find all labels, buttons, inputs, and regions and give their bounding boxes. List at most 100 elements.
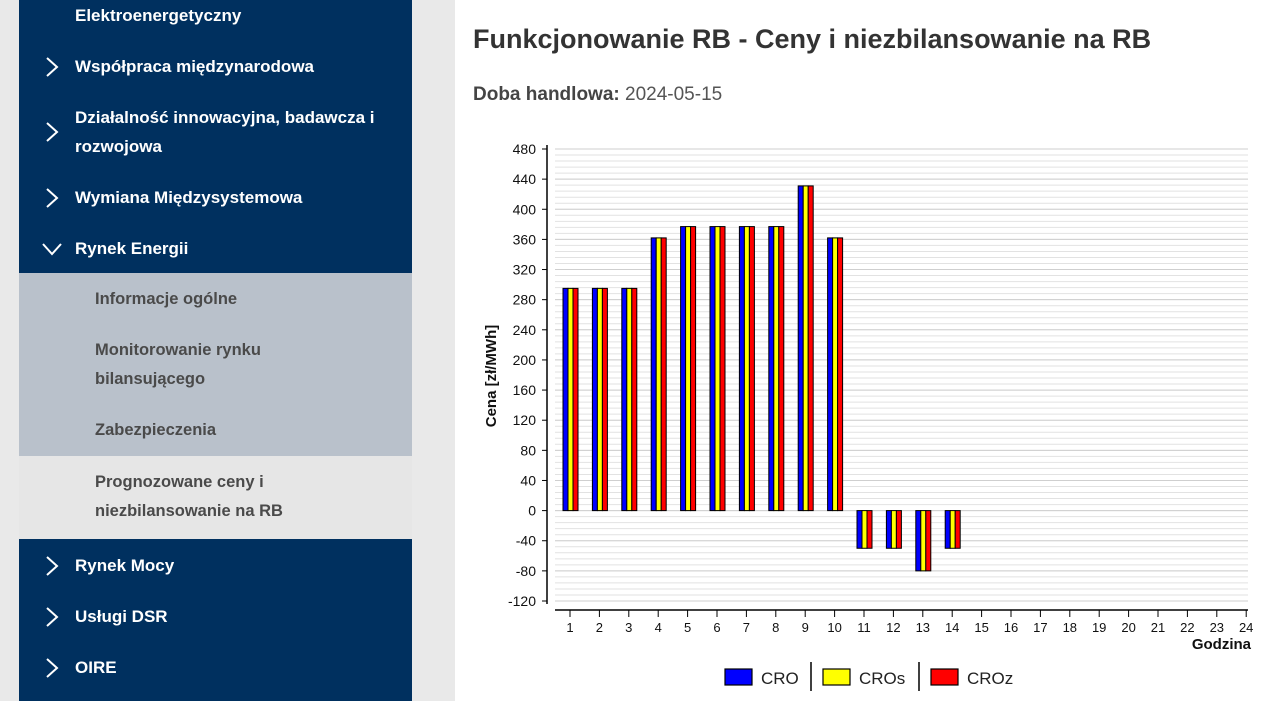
bar-cro — [562, 287, 569, 512]
y-tick-label: 400 — [513, 201, 537, 217]
y-tick-label: 120 — [513, 412, 537, 428]
bar-cro — [591, 287, 598, 512]
x-tick-label: 3 — [625, 620, 632, 635]
x-tick-label: 8 — [772, 620, 779, 635]
submenu-item-prognozowane[interactable]: Prognozowane ceny i niezbilansowanie na … — [95, 473, 283, 520]
bar-cro — [621, 287, 628, 512]
legend-swatch-cro — [724, 668, 753, 686]
bar-cros — [802, 185, 809, 512]
x-tick-label: 7 — [743, 620, 750, 635]
sidebar: Elektroenergetyczny Współpraca międzynar… — [19, 0, 412, 701]
nav-item-label: Rynek Energii — [75, 239, 189, 258]
y-tick-label: -80 — [516, 563, 536, 579]
x-tick-label: 9 — [802, 620, 809, 635]
legend-label-croz: CROz — [967, 669, 1013, 688]
submenu: Informacje ogólne Monitorowanie rynku bi… — [19, 273, 412, 456]
nav-item-label: Usługi DSR — [75, 607, 168, 626]
y-axis-label: Cena [zł/MWh] — [483, 325, 500, 428]
bar-cros — [685, 226, 692, 512]
bar-cros — [626, 287, 633, 512]
legend-swatch-cros — [822, 668, 851, 686]
bar-cros — [861, 510, 868, 549]
bar-cros — [773, 226, 780, 512]
submenu-item-active[interactable]: Prognozowane ceny i niezbilansowanie na … — [19, 456, 412, 539]
y-tick-label: 40 — [520, 472, 536, 488]
y-tick-label: 0 — [528, 503, 536, 519]
y-tick-label: 480 — [513, 141, 537, 157]
y-tick-label: -40 — [516, 533, 536, 549]
bar-cros — [596, 287, 603, 512]
bar-cro — [827, 237, 834, 512]
bar-cro — [856, 510, 863, 549]
nav-item-label: Elektroenergetyczny — [75, 6, 242, 25]
bar-cro — [650, 237, 657, 512]
x-tick-label: 4 — [655, 620, 662, 635]
bar-croz — [719, 226, 726, 512]
x-tick-label: 17 — [1033, 620, 1047, 635]
main-content: Funkcjonowanie RB - Ceny i niezbilansowa… — [455, 0, 1280, 701]
nav-item-label: OIRE — [75, 658, 117, 677]
bar-cros — [714, 226, 721, 512]
x-tick-label: 13 — [916, 620, 930, 635]
x-tick-label: 15 — [974, 620, 988, 635]
x-tick-label: 20 — [1121, 620, 1135, 635]
bar-cros — [832, 237, 839, 512]
x-tick-label: 16 — [1004, 620, 1018, 635]
bar-croz — [631, 287, 638, 512]
chevron-right-icon — [46, 556, 59, 576]
x-tick-label: 21 — [1151, 620, 1165, 635]
bar-croz — [925, 510, 932, 572]
y-tick-label: 240 — [513, 322, 537, 338]
legend-label-cro: CRO — [761, 669, 799, 688]
bar-croz — [778, 226, 785, 512]
submenu-item-informacje[interactable]: Informacje ogólne — [95, 290, 238, 308]
x-tick-label: 10 — [827, 620, 841, 635]
legend-label-cros: CROs — [859, 669, 905, 688]
bar-croz — [601, 287, 608, 512]
trading-day-value: 2024-05-15 — [625, 84, 723, 105]
submenu-item-monitorowanie[interactable]: Monitorowanie rynku bilansującego — [95, 341, 261, 388]
bar-cro — [680, 226, 687, 512]
x-tick-label: 5 — [684, 620, 691, 635]
legend-swatch-croz — [930, 668, 959, 686]
bar-croz — [660, 237, 667, 512]
x-tick-label: 24 — [1239, 620, 1253, 635]
x-tick-label: 2 — [596, 620, 603, 635]
bar-croz — [866, 510, 873, 549]
y-tick-label: 280 — [513, 292, 537, 308]
y-tick-label: -120 — [508, 593, 536, 609]
bar-croz — [690, 226, 697, 512]
y-tick-label: 160 — [513, 382, 537, 398]
x-tick-label: 14 — [945, 620, 959, 635]
nav-item-label: Współpraca międzynarodowa — [75, 57, 314, 76]
bar-croz — [572, 287, 579, 512]
y-tick-label: 320 — [513, 262, 537, 278]
x-tick-label: 12 — [886, 620, 900, 635]
bar-cros — [920, 510, 927, 572]
bar-cros — [949, 510, 956, 549]
y-tick-label: 200 — [513, 352, 537, 368]
bar-cro — [738, 226, 745, 512]
y-tick-label: 80 — [520, 442, 536, 458]
x-tick-label: 18 — [1063, 620, 1077, 635]
bar-cros — [655, 237, 662, 512]
submenu-item-zabezpieczenia[interactable]: Zabezpieczenia — [95, 421, 217, 439]
bar-cro — [797, 185, 804, 512]
bar-croz — [837, 237, 844, 512]
bar-croz — [895, 510, 902, 549]
trading-day-label: Doba handlowa: — [473, 84, 620, 105]
chevron-right-icon — [46, 122, 59, 142]
bar-cro — [709, 226, 716, 512]
bar-croz — [954, 510, 961, 549]
bar-cro — [885, 510, 892, 549]
page-title: Funkcjonowanie RB - Ceny i niezbilansowa… — [473, 24, 1152, 54]
nav-item-label: Wymiana Międzysystemowa — [75, 188, 303, 207]
bar-cro — [915, 510, 922, 572]
x-tick-label: 6 — [713, 620, 720, 635]
x-axis-label: Godzina — [1192, 636, 1252, 653]
bar-cro — [768, 226, 775, 512]
x-tick-label: 23 — [1210, 620, 1224, 635]
y-tick-label: 360 — [513, 231, 537, 247]
x-tick-label: 11 — [857, 620, 871, 635]
bar-croz — [807, 185, 814, 512]
